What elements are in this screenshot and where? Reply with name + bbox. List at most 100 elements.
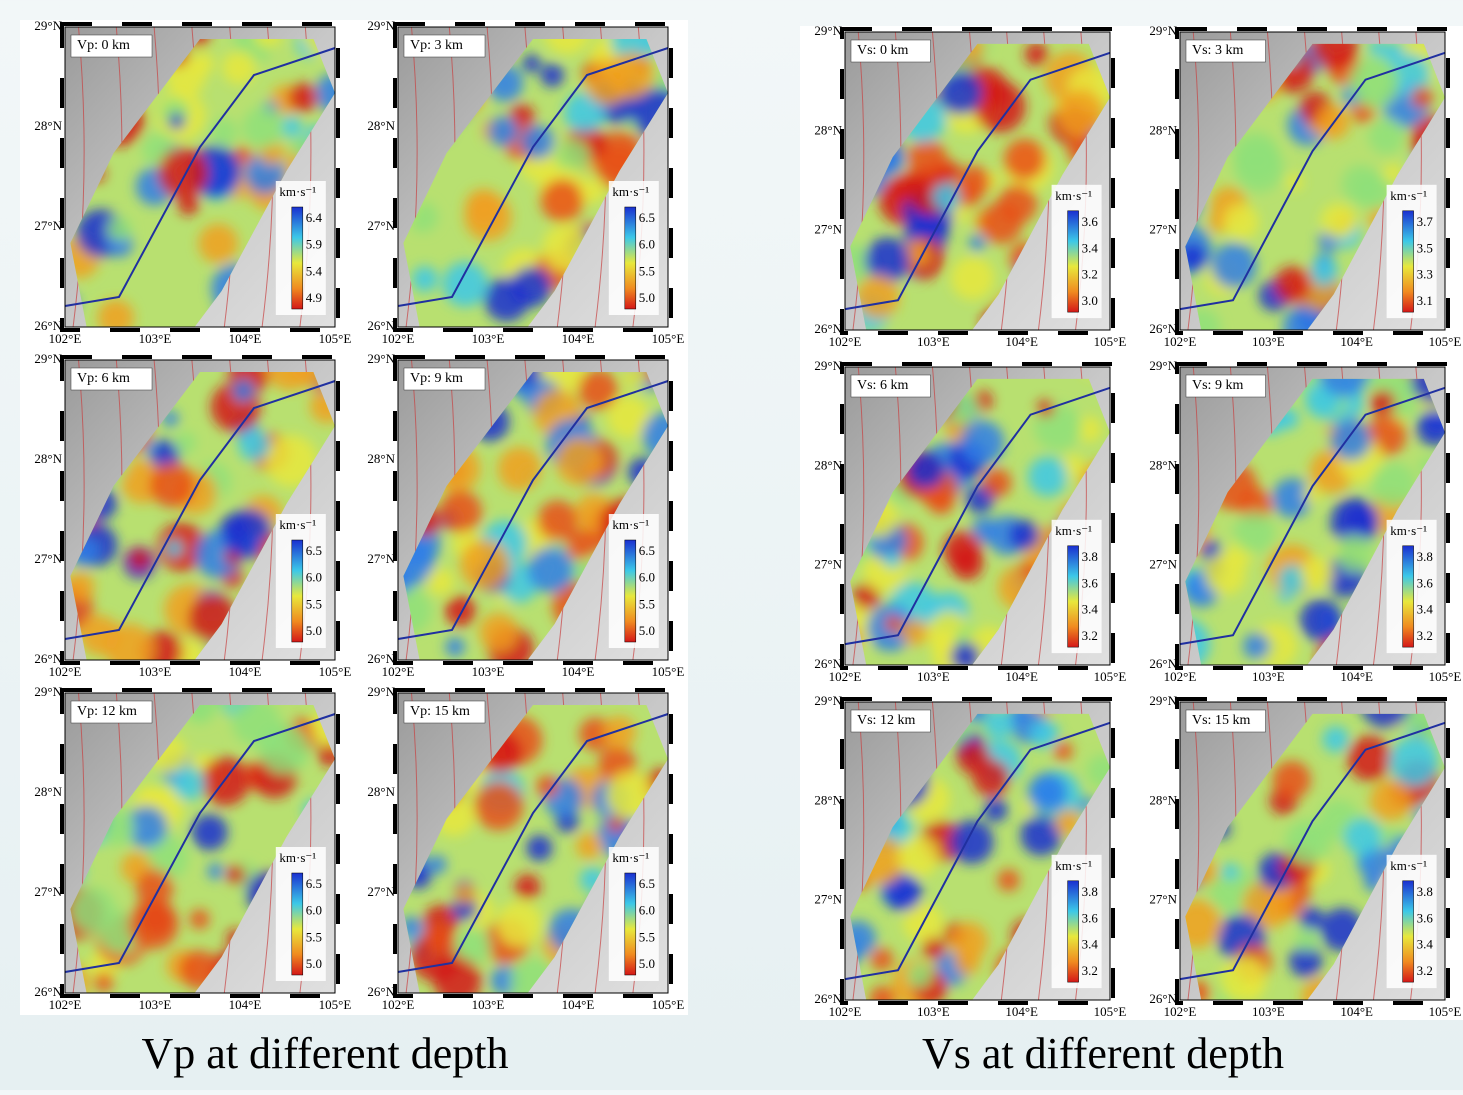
colorbar-tick-label: 6.5 [639,210,655,225]
colorbar [1067,210,1079,313]
anomaly [527,546,574,593]
colorbar-tick-label: 5.0 [639,290,655,305]
label-box [1185,709,1266,733]
anomaly [209,118,238,147]
colorbar-tick-label: 5.5 [639,596,655,611]
anomaly [1272,760,1311,800]
panel-label: Vp: 9 km [410,371,463,386]
frame [844,31,1111,331]
anomaly [510,266,552,308]
lat-tick-label: 28°N [34,451,62,466]
anomaly [1234,143,1284,193]
anomaly [526,834,553,862]
colorbar-tick-label: 6.5 [306,543,322,558]
anomaly [540,63,564,88]
colorbar [624,539,637,643]
anomaly [168,113,185,130]
river [64,47,336,307]
colorbar-tick-label: 6.0 [639,903,655,918]
lon-tick-label: 105°E [652,997,685,1012]
frame-ticks [1175,697,1450,1005]
anomaly [1320,203,1357,240]
lon-tick-label: 105°E [319,664,352,679]
anomaly [563,91,606,134]
anomaly [954,181,981,208]
lon-tick-label: 103°E [472,997,505,1012]
anomaly [884,874,922,911]
lon-tick-label: 103°E [1252,1004,1285,1019]
anomaly [238,429,271,461]
anomaly [621,372,648,389]
anomaly [1347,735,1393,781]
anomaly [1300,556,1334,590]
colorbar [291,539,304,643]
fault-line [72,692,85,994]
colorbar [1402,545,1414,648]
anomaly [1010,713,1029,724]
anomaly [1330,419,1371,461]
anomaly [1370,461,1416,508]
anomaly [1086,754,1110,789]
anomaly [907,138,947,178]
anomaly [960,420,1005,465]
anomaly [128,547,152,571]
anomaly [514,873,541,900]
anomaly [479,612,518,652]
anomaly [949,819,994,864]
anomaly [564,529,596,561]
anomaly [938,71,983,115]
colorbar-tick-label: 6.5 [639,543,655,558]
anomaly [79,615,120,656]
panel-label: Vp: 3 km [410,38,463,53]
lon-tick-label: 102°E [49,997,82,1012]
panel-label: Vs: 15 km [1192,713,1250,728]
label-box [850,709,931,733]
anomaly [885,615,903,633]
anomaly [950,256,995,300]
colorbar-tick-label: 3.8 [1417,549,1433,564]
anomaly [1369,389,1396,416]
anomaly [128,899,179,950]
colorbar-tick-label: 3.8 [1082,549,1098,564]
lon-tick-label: 105°E [1429,334,1462,349]
anomaly [901,618,928,646]
lat-tick-label: 28°N [34,118,62,133]
anomaly [474,781,524,831]
lon-tick-label: 103°E [917,334,950,349]
anomaly [1053,741,1073,761]
colorbar-tick-label: 6.0 [306,570,322,585]
colorbar-tick-label: 5.5 [639,263,655,278]
colorbar-tick-label: 6.5 [306,876,322,891]
anomaly [1303,485,1321,504]
colorbar-tick-label: 3.2 [1082,963,1098,978]
lat-tick-label: 26°N [34,651,62,666]
anomaly [158,147,209,199]
anomaly [1360,713,1412,729]
label-box [403,700,486,724]
colorbar-tick-label: 6.5 [639,876,655,891]
lon-tick-label: 103°E [472,331,505,346]
anomaly [1272,478,1313,518]
fault-line [852,366,865,666]
lat-tick-label: 26°N [367,651,395,666]
lat-tick-label: 27°N [367,551,395,566]
anomaly [906,962,934,989]
lat-tick-label: 29°N [814,358,842,373]
label-box [403,34,486,58]
anomaly [1335,534,1374,573]
anomaly [191,814,228,851]
lat-tick-label: 26°N [1149,321,1177,336]
anomaly [1354,172,1392,210]
lon-tick-label: 102°E [382,331,415,346]
lat-tick-label: 29°N [34,351,62,366]
anomaly [980,201,1023,244]
anomaly [424,924,454,954]
river [1179,721,1446,981]
fault-line [72,359,85,661]
anomaly [177,194,199,216]
lon-tick-label: 102°E [382,997,415,1012]
colorbar-tick-label: 6.0 [639,570,655,585]
lon-tick-label: 102°E [829,669,862,684]
